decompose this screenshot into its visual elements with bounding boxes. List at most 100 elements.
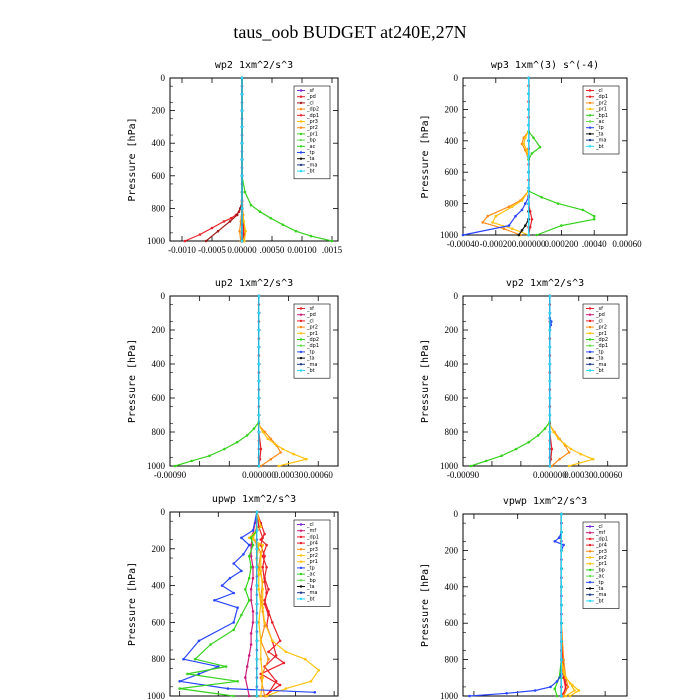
chart-panel-5: upwp 1xm^2/s^3 Pressure [hPa] 0 200 400 600 80… bbox=[127, 494, 339, 700]
legend-marker bbox=[299, 338, 303, 341]
legend: _cl_mf_dp1_pr4_pr3_pr2_pr1_tp_ac_bp_ta_m… bbox=[293, 519, 331, 607]
chart-panel-1: wp2 1xm^2/s^3 Pressure [hPa] 0 200 400 600 800… bbox=[127, 60, 343, 255]
y-tick-label: 800 bbox=[445, 655, 459, 665]
data-point bbox=[527, 139, 530, 143]
data-point bbox=[562, 694, 565, 698]
data-point bbox=[263, 694, 266, 698]
legend-label: _tp bbox=[306, 349, 315, 355]
y-tick-label: 400 bbox=[152, 138, 166, 148]
legend-marker bbox=[299, 145, 303, 148]
data-point bbox=[190, 459, 193, 463]
data-point bbox=[568, 682, 572, 685]
legend-label: _tp bbox=[595, 349, 604, 355]
data-point bbox=[257, 543, 261, 547]
data-point bbox=[249, 565, 253, 569]
legend-label: _bt bbox=[306, 368, 315, 374]
panel-title: wp2 1xm^2/s^3 bbox=[215, 60, 293, 71]
legend-label: _ta bbox=[306, 356, 315, 362]
data-point bbox=[259, 554, 263, 558]
data-point bbox=[527, 186, 530, 190]
legend-label: _pr2 bbox=[595, 100, 607, 106]
series-pr4 bbox=[255, 510, 278, 698]
x-tick-label: -0.00090 bbox=[447, 470, 480, 480]
data-point bbox=[247, 654, 251, 657]
legend-marker bbox=[299, 132, 303, 136]
legend-marker bbox=[299, 325, 303, 329]
data-point bbox=[548, 362, 552, 366]
data-point bbox=[564, 694, 568, 698]
data-point bbox=[560, 640, 563, 643]
series-line bbox=[462, 78, 530, 236]
data-point bbox=[284, 650, 288, 654]
data-point bbox=[566, 685, 570, 689]
legend-label: _cl bbox=[595, 524, 603, 530]
legend-label: _pr2 bbox=[595, 555, 607, 561]
data-point bbox=[581, 208, 584, 212]
data-point bbox=[263, 621, 266, 624]
data-point bbox=[500, 454, 503, 458]
data-point bbox=[560, 621, 563, 625]
data-point bbox=[261, 588, 265, 591]
data-point bbox=[263, 602, 266, 606]
data-point bbox=[548, 430, 552, 434]
data-point bbox=[247, 554, 251, 558]
legend-label: _cl bbox=[595, 88, 603, 94]
data-point bbox=[244, 676, 247, 679]
data-point bbox=[548, 464, 552, 468]
legend-marker bbox=[299, 363, 303, 366]
x-tick-label: .00040 bbox=[582, 239, 607, 249]
y-tick-label: 1000 bbox=[440, 691, 459, 700]
data-point bbox=[222, 220, 226, 223]
legend-label: _pr3 bbox=[595, 549, 607, 555]
legend-label: _pr2 bbox=[306, 325, 318, 331]
data-point bbox=[240, 141, 244, 145]
legend-marker bbox=[588, 350, 592, 354]
legend-marker bbox=[588, 556, 592, 559]
data-point bbox=[257, 588, 261, 591]
data-point bbox=[557, 536, 561, 539]
data-point bbox=[240, 239, 244, 243]
legend-marker bbox=[299, 356, 303, 360]
y-tick-label: 0 bbox=[161, 507, 166, 517]
plot-frame bbox=[462, 513, 628, 697]
legend-label: _ma bbox=[306, 590, 317, 596]
legend-marker bbox=[588, 537, 592, 541]
series-pr2 bbox=[257, 294, 283, 468]
data-point bbox=[244, 229, 247, 233]
data-point bbox=[527, 108, 530, 111]
data-point bbox=[273, 442, 277, 446]
data-point bbox=[548, 413, 552, 417]
legend-marker bbox=[299, 579, 303, 582]
data-point bbox=[251, 576, 255, 580]
data-point bbox=[242, 220, 246, 223]
legend-label: _dp1 bbox=[595, 343, 608, 349]
legend-marker bbox=[299, 307, 303, 310]
data-point bbox=[178, 687, 181, 690]
legend-marker bbox=[588, 363, 592, 366]
data-point bbox=[548, 294, 552, 298]
legend-label: _dp2 bbox=[306, 107, 319, 113]
series-dp2 bbox=[173, 294, 261, 468]
data-point bbox=[229, 216, 233, 220]
data-point bbox=[535, 233, 539, 237]
data-point bbox=[263, 430, 267, 434]
data-point bbox=[267, 657, 270, 661]
legend-label: _ta bbox=[595, 356, 604, 362]
data-point bbox=[255, 547, 259, 551]
data-point bbox=[255, 657, 259, 661]
series-pr2 bbox=[481, 76, 530, 237]
data-point bbox=[178, 680, 181, 683]
y-tick-label: 200 bbox=[152, 544, 166, 554]
data-point bbox=[562, 658, 565, 661]
data-point bbox=[259, 676, 263, 679]
legend-label: _cl bbox=[595, 318, 603, 324]
legend-label: _dp1 bbox=[306, 534, 319, 540]
legend-marker bbox=[588, 531, 592, 534]
data-point bbox=[240, 158, 244, 161]
data-point bbox=[224, 665, 228, 668]
legend-label: _pr1 bbox=[306, 331, 318, 337]
data-point bbox=[243, 190, 247, 194]
data-point bbox=[263, 580, 266, 584]
legend-label: _dp2 bbox=[306, 337, 319, 343]
data-point bbox=[223, 447, 226, 451]
